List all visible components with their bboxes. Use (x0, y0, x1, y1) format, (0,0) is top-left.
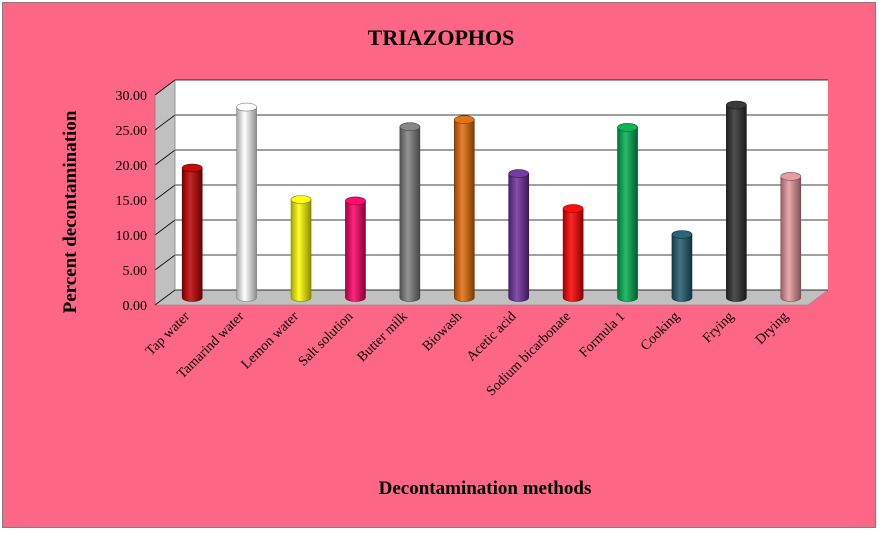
gridlines (154, 79, 828, 306)
bar-body (236, 106, 257, 302)
bar-tap-water (181, 163, 203, 302)
x-tick-label: Lemon water (239, 309, 302, 372)
bar-top (562, 204, 584, 213)
bar-body (726, 104, 747, 302)
bar-top (290, 195, 312, 204)
y-tick-label: 25.00 (116, 124, 148, 139)
x-tick-label: Drying (753, 309, 792, 348)
y-axis-title: Percent decontamination (60, 110, 81, 313)
bar-body (453, 119, 475, 302)
y-axis-ticks: 0.00 5.00 10.00 15.00 20.00 25.00 30.00 (116, 89, 148, 314)
bar-biowash (453, 115, 475, 302)
bar-body (562, 208, 584, 302)
bar-top (181, 163, 203, 173)
bar-drying (780, 172, 802, 302)
x-tick-label: Tap water (143, 309, 193, 359)
bar-salt-solution (345, 196, 366, 302)
bar-body (181, 167, 203, 302)
chart-title: TRIAZOPHOS (368, 25, 515, 50)
y-tick-label: 10.00 (116, 229, 148, 244)
bars (181, 100, 802, 302)
y-tick-label: 5.00 (123, 264, 148, 279)
bar-body (345, 200, 366, 302)
x-axis-title: Decontamination methods (379, 478, 592, 499)
bar-butter-milk (399, 122, 421, 302)
bar-body (671, 234, 693, 302)
bar-frying (726, 100, 747, 302)
bar-top (345, 196, 366, 206)
bar-top (671, 230, 693, 239)
bar-top (236, 102, 257, 112)
bar-body (290, 199, 312, 302)
x-tick-label: Butter milk (355, 309, 411, 365)
bar-top (399, 122, 421, 131)
bar-cooking (671, 230, 693, 302)
bar-acetic-acid (508, 169, 530, 302)
bar-body (780, 176, 802, 302)
bar-top (617, 123, 638, 132)
x-tick-label: Acetic acid (464, 309, 519, 364)
bar-sodium-bicarbonate (562, 204, 584, 302)
y-tick-label: 15.00 (116, 194, 148, 209)
bar-top (780, 172, 802, 181)
y-tick-label: 0.00 (123, 299, 148, 314)
bar-body (508, 173, 530, 302)
bar-lemon-water (290, 195, 312, 302)
bar-formula-1 (617, 123, 638, 302)
bar-top (508, 169, 530, 178)
bar-top (726, 100, 747, 110)
x-tick-label: Formula 1 (577, 309, 629, 361)
y-tick-label: 20.00 (116, 159, 148, 174)
x-tick-label: Salt solution (296, 309, 356, 369)
x-tick-label: Cooking (638, 309, 683, 354)
y-tick-label: 30.00 (116, 89, 148, 104)
x-tick-label: Frying (700, 309, 737, 346)
bar-body (399, 126, 421, 302)
x-tick-label: Biowash (420, 309, 465, 354)
bar-body (617, 127, 638, 302)
bar-top (453, 115, 475, 124)
bar-tamarind-water (236, 102, 257, 302)
